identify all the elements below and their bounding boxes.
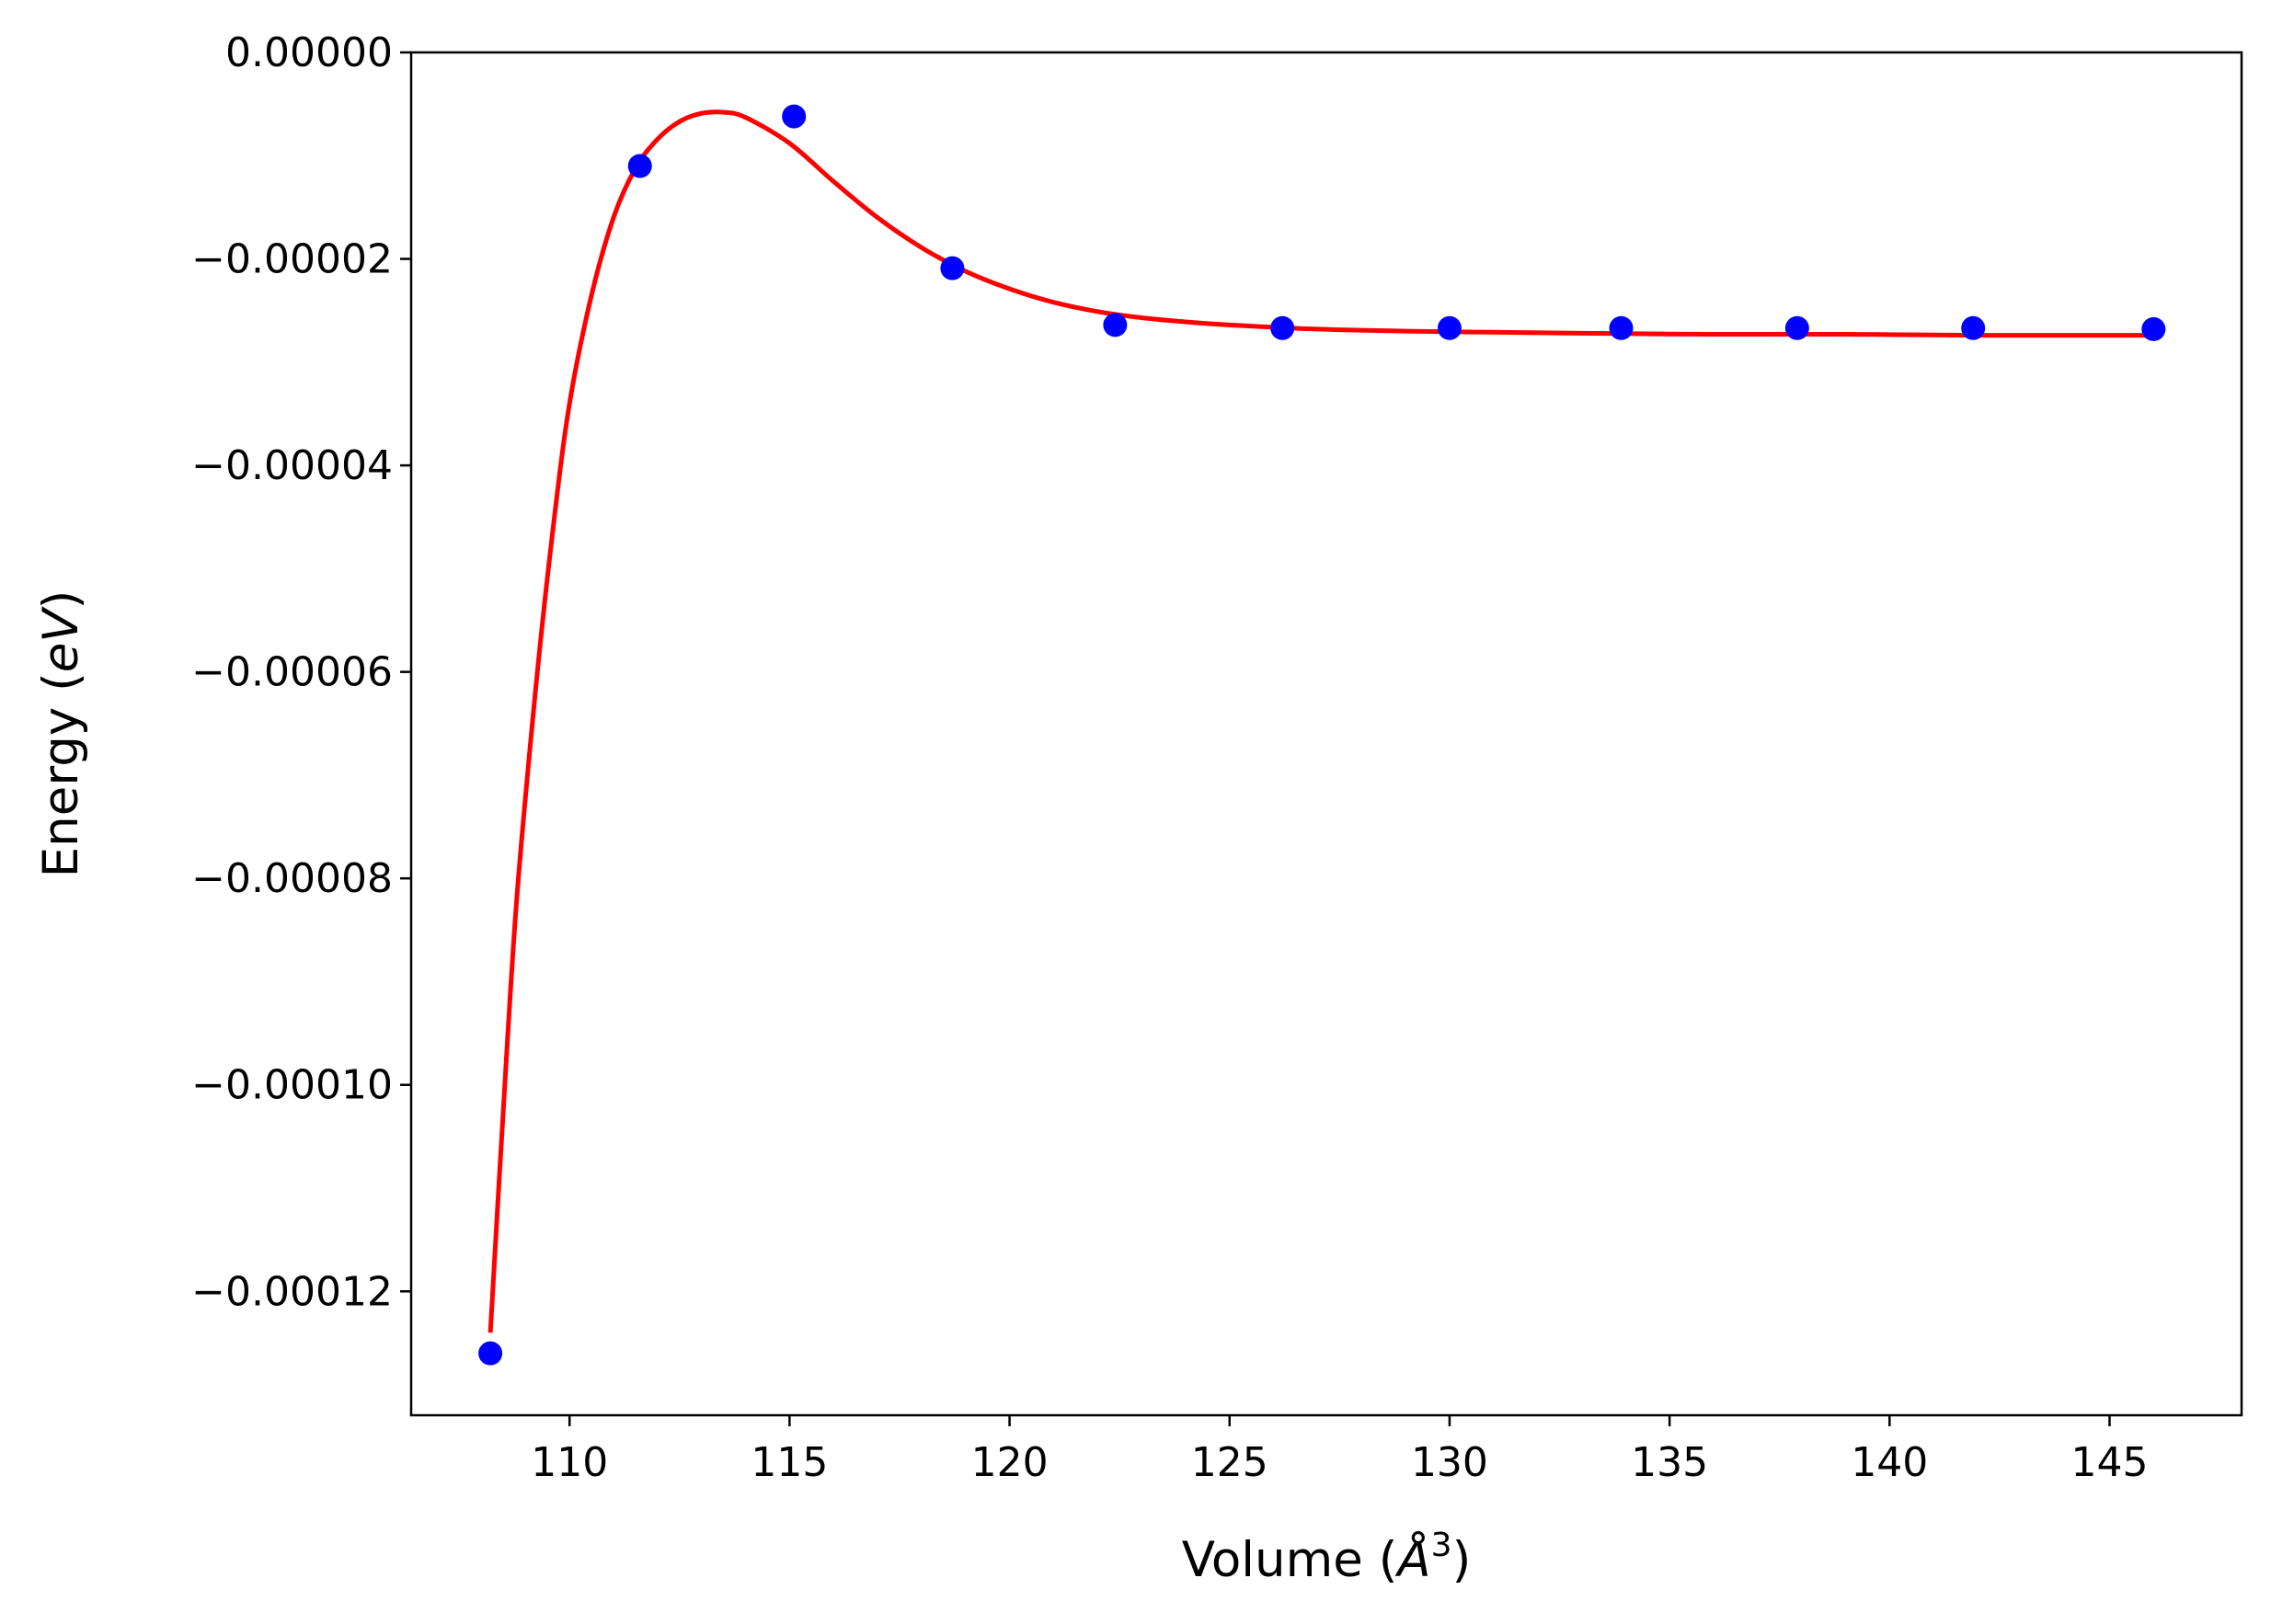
fit-curve <box>487 109 2154 1333</box>
y-tick-label: −0.00008 <box>191 855 393 902</box>
y-tick-label: −0.00012 <box>191 1268 393 1315</box>
y-axis-title-prefix: Energy ( <box>33 672 89 877</box>
data-point <box>1609 315 1634 340</box>
x-tick-label: 130 <box>1411 1439 1488 1486</box>
y-tick-label: 0.00000 <box>225 29 393 76</box>
x-axis-title-symbol: Å <box>1394 1529 1430 1588</box>
data-point <box>1437 315 1462 340</box>
data-points-layer <box>478 104 2166 1366</box>
y-tick-label: −0.00002 <box>191 236 393 283</box>
fit-line-layer <box>487 109 2154 1333</box>
data-point <box>782 104 807 129</box>
y-tick-label: −0.00010 <box>191 1062 393 1109</box>
y-axis-title-unit: eV <box>33 606 89 673</box>
x-axis-title-suffix: ) <box>1452 1532 1472 1588</box>
data-point <box>1961 315 1986 340</box>
x-axis-ticks: 110 115 120 125 130 135 140 145 <box>531 1415 2148 1486</box>
x-tick-label: 115 <box>751 1439 828 1486</box>
x-tick-label: 140 <box>1851 1439 1928 1486</box>
y-axis-title-suffix: ) <box>33 590 89 610</box>
x-axis-title-superscript: 3 <box>1431 1527 1452 1564</box>
x-tick-label: 145 <box>2070 1439 2148 1486</box>
data-point <box>1103 313 1128 337</box>
y-tick-label: −0.00004 <box>191 442 393 489</box>
x-axis-title: Volume (Å3) <box>1182 1527 1472 1588</box>
data-point <box>478 1341 503 1366</box>
y-tick-label: −0.00006 <box>191 649 393 696</box>
data-point <box>1270 315 1295 340</box>
x-axis-title-prefix: Volume ( <box>1182 1532 1398 1588</box>
x-tick-label: 125 <box>1191 1439 1268 1486</box>
x-tick-label: 135 <box>1631 1439 1708 1486</box>
x-tick-label: 120 <box>971 1439 1049 1486</box>
plot-frame <box>409 51 2243 1417</box>
y-axis-ticks: 0.00000 −0.00002 −0.00004 −0.00006 −0.00008 −… <box>191 29 411 1315</box>
data-point <box>627 154 652 178</box>
x-tick-label: 110 <box>531 1439 608 1486</box>
y-axis-title: Energy (eV) <box>33 590 89 878</box>
data-point <box>940 256 965 280</box>
data-point <box>2141 316 2166 341</box>
data-point <box>1784 315 1809 340</box>
